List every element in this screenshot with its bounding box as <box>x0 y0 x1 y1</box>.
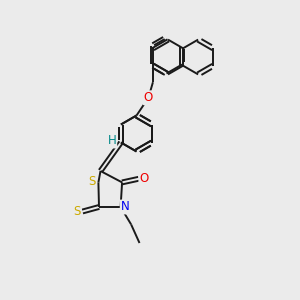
Text: H: H <box>107 134 116 148</box>
Text: S: S <box>88 175 95 188</box>
Text: O: O <box>144 91 153 104</box>
Text: O: O <box>140 172 148 185</box>
Text: S: S <box>74 205 81 218</box>
Text: N: N <box>121 200 130 214</box>
